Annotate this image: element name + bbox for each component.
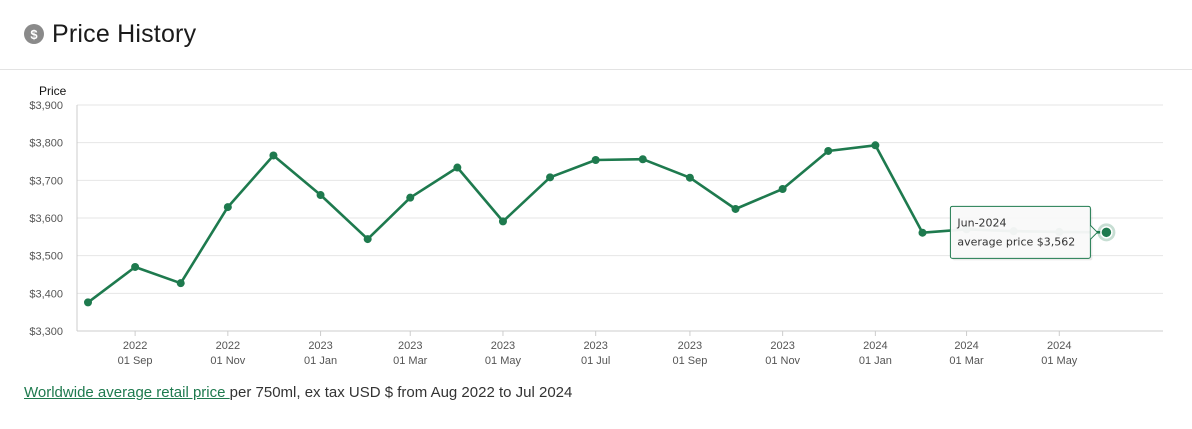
x-tick-year: 2023 (678, 340, 702, 352)
data-point[interactable] (918, 228, 927, 237)
data-point[interactable] (546, 173, 555, 182)
x-tick-year: 2024 (954, 340, 978, 352)
tooltip-box (949, 205, 1091, 259)
data-point[interactable] (176, 279, 185, 288)
data-point[interactable] (84, 298, 92, 307)
retail-price-link[interactable]: Worldwide average retail price (24, 384, 230, 401)
footer: Worldwide average retail price per 750ml… (24, 384, 572, 401)
y-tick-label: $3,500 (29, 251, 63, 263)
data-point[interactable] (731, 204, 740, 213)
data-point[interactable] (498, 217, 507, 226)
data-point[interactable] (223, 203, 232, 212)
tooltip: Jun-2024 average price $3,562 (949, 205, 1099, 261)
footer-description: per 750ml, ex tax USD $ from Aug 2022 to… (229, 384, 573, 401)
tooltip-pointer (1090, 224, 1099, 240)
data-point[interactable] (871, 141, 880, 150)
x-axis: 2022 01 Sep 2022 01 Nov 2023 01 Jan 2023 01 Mar… (118, 331, 1078, 367)
x-tick-year: 2022 (123, 340, 147, 352)
x-tick-label: 01 Nov (210, 355, 245, 367)
x-tick-label: 01 May (1041, 355, 1078, 367)
x-tick-label: 01 Jul (581, 355, 610, 367)
data-point[interactable] (453, 163, 462, 172)
x-tick-label: 01 Sep (118, 355, 153, 367)
data-point[interactable] (591, 155, 600, 164)
data-point[interactable] (316, 191, 325, 200)
x-tick-label: 01 Sep (672, 355, 707, 367)
data-point[interactable] (363, 235, 372, 244)
x-tick-label: 01 Nov (765, 355, 800, 367)
y-axis: Price $3,300 $3,400 $3,500 $3,600 $3,700 $3,80… (29, 84, 66, 338)
x-tick-label: 01 Jan (304, 355, 337, 367)
x-tick-year: 2023 (308, 340, 332, 352)
x-tick-label: 01 Jan (859, 355, 892, 367)
x-tick-label: 01 May (485, 355, 522, 367)
y-tick-label: $3,800 (29, 138, 63, 150)
data-point[interactable] (269, 151, 278, 160)
x-tick-year: 2023 (398, 340, 422, 352)
tooltip-value: average price $3,562 (957, 235, 1075, 248)
divider (0, 69, 1192, 70)
x-tick-year: 2024 (1047, 340, 1071, 352)
page-title: Price History (52, 19, 197, 48)
data-point-active[interactable] (1100, 226, 1113, 239)
data-point[interactable] (406, 193, 415, 202)
y-tick-label: $3,700 (29, 175, 63, 187)
x-tick-year: 2024 (863, 340, 887, 352)
data-point[interactable] (131, 262, 140, 271)
x-tick-label: 01 Mar (949, 355, 984, 367)
x-tick-year: 2022 (216, 340, 240, 352)
y-tick-label: $3,600 (29, 213, 63, 225)
dollar-icon: $ (24, 24, 44, 44)
y-tick-label: $3,900 (29, 100, 63, 112)
data-point[interactable] (824, 146, 833, 155)
data-point[interactable] (778, 184, 787, 193)
x-tick-year: 2023 (491, 340, 515, 352)
data-point[interactable] (638, 155, 647, 164)
header: $ Price History (24, 16, 196, 52)
x-tick-label: 01 Mar (393, 355, 428, 367)
y-tick-label: $3,400 (29, 288, 63, 300)
x-tick-year: 2023 (770, 340, 794, 352)
price-series[interactable] (84, 141, 1116, 307)
price-chart[interactable]: Price $3,300 $3,400 $3,500 $3,600 $3,700 $3,80… (0, 70, 1192, 370)
x-tick-year: 2023 (583, 340, 607, 352)
tooltip-title: Jun-2024 (956, 216, 1006, 229)
y-tick-label: $3,300 (29, 326, 63, 338)
data-point[interactable] (685, 173, 694, 182)
y-axis-title: Price (39, 84, 67, 98)
